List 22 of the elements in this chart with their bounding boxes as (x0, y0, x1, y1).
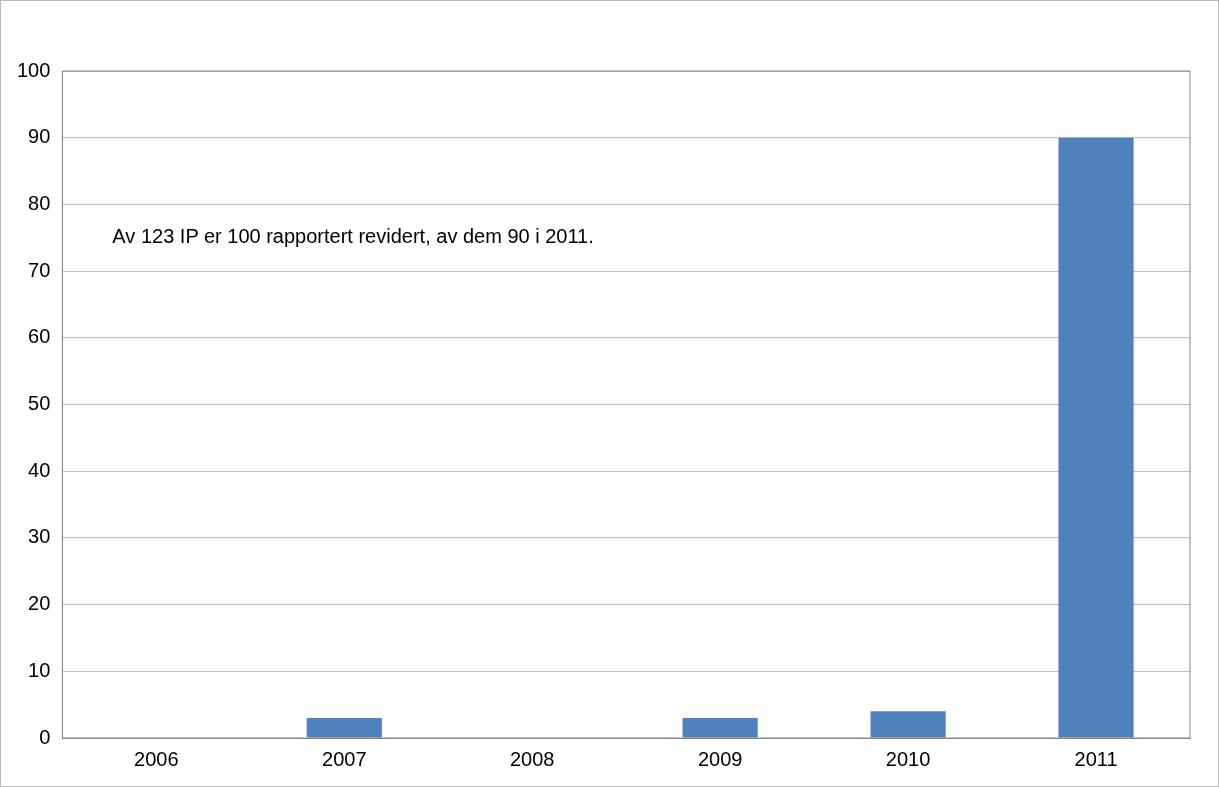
y-tick-label: 20 (28, 592, 51, 615)
y-tick-label: 50 (28, 392, 51, 415)
y-tick-label: 80 (28, 191, 51, 214)
bar (1058, 137, 1134, 738)
y-tick-label: 40 (28, 458, 51, 481)
x-tick-label: 2007 (322, 747, 367, 770)
x-tick-label: 2008 (509, 747, 555, 770)
y-tick-label: 100 (16, 58, 51, 81)
x-tick-label: 2010 (885, 747, 931, 770)
x-tick-label: 2011 (1074, 747, 1118, 770)
x-tick-label: 2006 (134, 747, 179, 770)
y-tick-label: 70 (28, 258, 51, 281)
bar (306, 717, 382, 738)
y-tick-label: 0 (39, 725, 51, 748)
y-tick-label: 30 (28, 525, 51, 548)
bar (682, 717, 758, 738)
annotation: Av 123 IP er 100 rapportert revidert, av dem 90 i 2011. (112, 225, 594, 248)
x-tick-label: 2009 (697, 747, 743, 770)
bar (870, 711, 946, 738)
y-tick-label: 60 (28, 325, 51, 348)
y-tick-label: 10 (28, 658, 51, 681)
y-tick-label: 90 (28, 125, 51, 148)
